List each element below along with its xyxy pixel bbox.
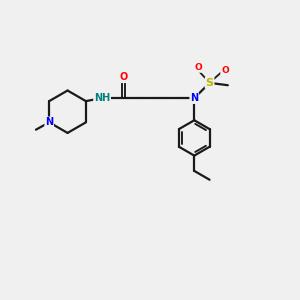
Text: O: O: [119, 72, 128, 82]
Text: NH: NH: [94, 93, 110, 103]
Text: O: O: [221, 66, 229, 75]
Text: N: N: [190, 93, 198, 103]
Text: S: S: [206, 78, 214, 88]
Text: O: O: [194, 63, 202, 72]
Text: N: N: [45, 117, 53, 127]
